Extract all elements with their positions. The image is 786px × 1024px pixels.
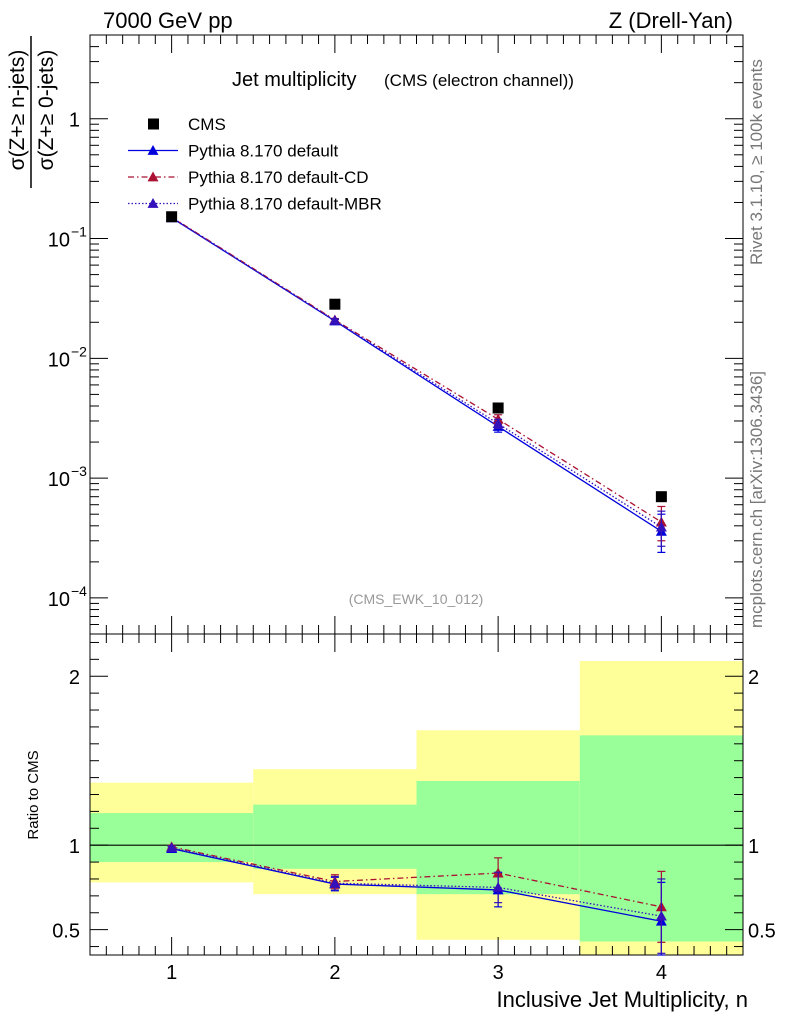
ratio-y-ticks: 0.5 0.5 1 1 2 2 <box>52 641 776 948</box>
main-y-tick-label: 10 <box>48 230 70 252</box>
ratio-y-label: Ratio to CMS <box>25 750 42 839</box>
chart-title: Jet multiplicity (CMS (electron channel)… <box>232 69 574 91</box>
main-y-tick-label-exponent: −1 <box>71 224 87 240</box>
main-y-tick-label: 10 <box>48 589 70 611</box>
main-y-tick-label: 10 <box>48 469 70 491</box>
ratio-line <box>171 847 662 917</box>
header-right: Z (Drell-Yan) <box>609 8 733 33</box>
legend: CMS Pythia 8.170 default Pythia 8.170 defa… <box>128 115 382 214</box>
ratio-line <box>171 846 662 908</box>
main-y-label-numerator: σ(Z+≥ n-jets) <box>6 50 29 171</box>
data-point <box>329 314 341 325</box>
legend-entry: Pythia 8.170 default <box>128 142 339 161</box>
main-y-tick-label-exponent: −4 <box>71 583 87 599</box>
legend-entry: Pythia 8.170 default-MBR <box>128 195 382 214</box>
ratio-y-tick-label-right: 2 <box>748 667 759 689</box>
ratio-point <box>492 881 504 892</box>
source-label: mcplots.cern.ch [arXiv:1306.3436] <box>747 371 766 628</box>
legend-label: Pythia 8.170 default-CD <box>188 168 369 187</box>
legend-marker <box>147 171 159 182</box>
chart-title-main: Jet multiplicity <box>232 69 356 91</box>
ratio-panel: 1 2 3 4 0.5 0.5 1 1 2 2 <box>52 35 776 984</box>
legend-label: Pythia 8.170 default <box>188 142 339 161</box>
ratio-series-pythia-8-170-default-mbr <box>166 842 667 954</box>
x-ticks: 1 2 3 4 <box>89 35 744 984</box>
x-tick-label: 1 <box>166 962 177 984</box>
series-pythia-8-170-default <box>166 212 667 553</box>
main-y-label: σ(Z+≥ n-jets) σ(Z+≥ 0-jets) <box>6 36 58 188</box>
ratio-point <box>329 877 341 888</box>
x-tick-label: 4 <box>656 962 667 984</box>
main-y-label-denominator: σ(Z+≥ 0-jets) <box>35 50 58 171</box>
series-cms <box>166 211 667 503</box>
ratio-y-tick-label-right: 1 <box>748 836 759 858</box>
ratio-y-tick-label: 2 <box>69 667 80 689</box>
data-point <box>492 418 504 429</box>
main-y-ticks: 110−110−210−310−4 <box>48 34 743 635</box>
analysis-tag: (CMS_EWK_10_012) <box>349 591 484 607</box>
ratio-inner-band-2 <box>253 804 417 869</box>
legend-marker <box>148 118 159 130</box>
ratio-inner-band-1 <box>90 813 254 863</box>
chart-title-sub: (CMS (electron channel)) <box>384 71 574 90</box>
main-y-tick-label: 10 <box>48 349 70 371</box>
data-point <box>166 211 178 223</box>
ratio-y-tick-label: 0.5 <box>52 921 80 943</box>
series-line <box>171 217 662 532</box>
legend-label: CMS <box>188 115 226 134</box>
ratio-line <box>171 847 662 922</box>
data-point <box>492 402 504 414</box>
ratio-point <box>166 842 178 853</box>
legend-marker <box>147 145 159 155</box>
data-point <box>329 298 341 310</box>
legend-entry: Pythia 8.170 default-CD <box>128 168 369 187</box>
x-tick-label: 3 <box>493 962 504 984</box>
main-y-tick-label-exponent: −3 <box>71 463 87 479</box>
rivet-label: Rivet 3.1.10, ≥ 100k events <box>747 59 766 265</box>
legend-marker <box>147 198 159 208</box>
data-point <box>655 491 667 503</box>
main-y-tick-label-exponent: −2 <box>71 343 87 359</box>
header-left: 7000 GeV pp <box>103 8 233 33</box>
data-point <box>655 521 667 532</box>
legend-label: Pythia 8.170 default-MBR <box>188 195 382 214</box>
x-tick-label: 2 <box>329 962 340 984</box>
ratio-y-tick-label: 1 <box>69 836 80 858</box>
main-y-tick-label: 1 <box>69 110 80 132</box>
x-axis-title: Inclusive Jet Multiplicity, n <box>497 987 748 1012</box>
series-pythia-8-170-default-cd <box>166 211 667 542</box>
series-line <box>171 216 662 523</box>
legend-entry: CMS <box>148 115 226 134</box>
ratio-y-tick-label-right: 0.5 <box>748 921 776 943</box>
ratio-point <box>655 910 667 921</box>
